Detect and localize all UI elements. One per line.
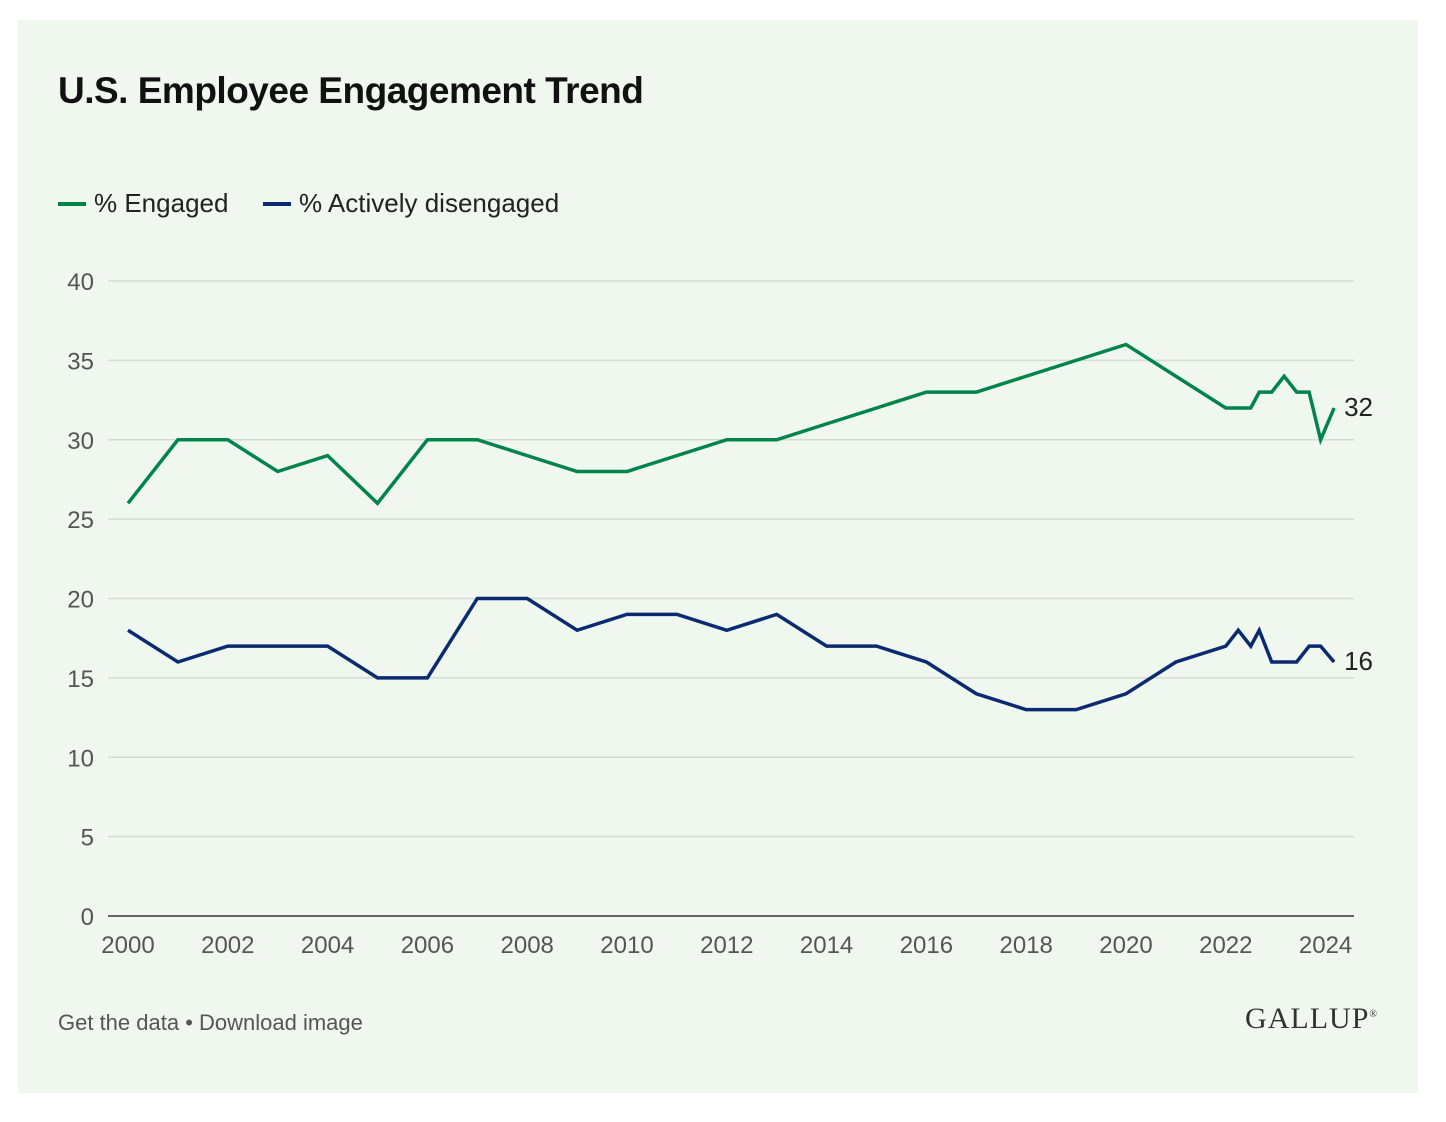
series-line-disengaged [127,596,1336,712]
x-tick-label: 2024 [1299,932,1352,959]
legend-swatch [58,201,86,206]
y-tick-label: 20 [67,587,94,614]
y-tick-label: 30 [67,428,94,455]
y-tick-label: 5 [81,825,94,852]
y-tick-label: 35 [67,348,94,375]
legend-label: % Actively disengaged [299,188,560,218]
end-value-label: 32 [1344,392,1373,422]
chart-card: U.S. Employee Engagement Trend % Engaged… [18,20,1418,1093]
end-value-label: 16 [1344,646,1373,676]
x-tick-label: 2004 [301,932,354,959]
x-tick-label: 2000 [101,932,154,959]
gallup-logo: GALLUP® [1245,1002,1378,1035]
y-tick-label: 25 [67,507,94,534]
x-tick-label: 2016 [900,932,953,959]
x-tick-label: 2006 [401,932,454,959]
legend-label: % Engaged [94,188,229,218]
x-tick-label: 2020 [1099,932,1152,959]
legend-swatch [263,201,291,206]
legend-engaged: % Engaged [58,188,228,219]
y-tick-label: 0 [81,904,94,931]
x-tick-label: 2010 [600,932,653,959]
y-tick-label: 10 [67,745,94,772]
series-line-engaged [126,342,1336,506]
x-tick-label: 2002 [201,932,254,959]
y-tick-label: 40 [67,269,94,296]
footer-links[interactable]: Get the data • Download image [58,1010,363,1035]
x-tick-label: 2008 [501,932,554,959]
legend-disengaged: % Actively disengaged [263,188,559,219]
y-tick-label: 15 [67,666,94,693]
x-tick-label: 2012 [700,932,753,959]
chart-title: U.S. Employee Engagement Trend [58,70,644,111]
x-tick-label: 2014 [800,932,853,959]
x-tick-label: 2018 [1000,932,1053,959]
x-tick-label: 2022 [1199,932,1252,959]
